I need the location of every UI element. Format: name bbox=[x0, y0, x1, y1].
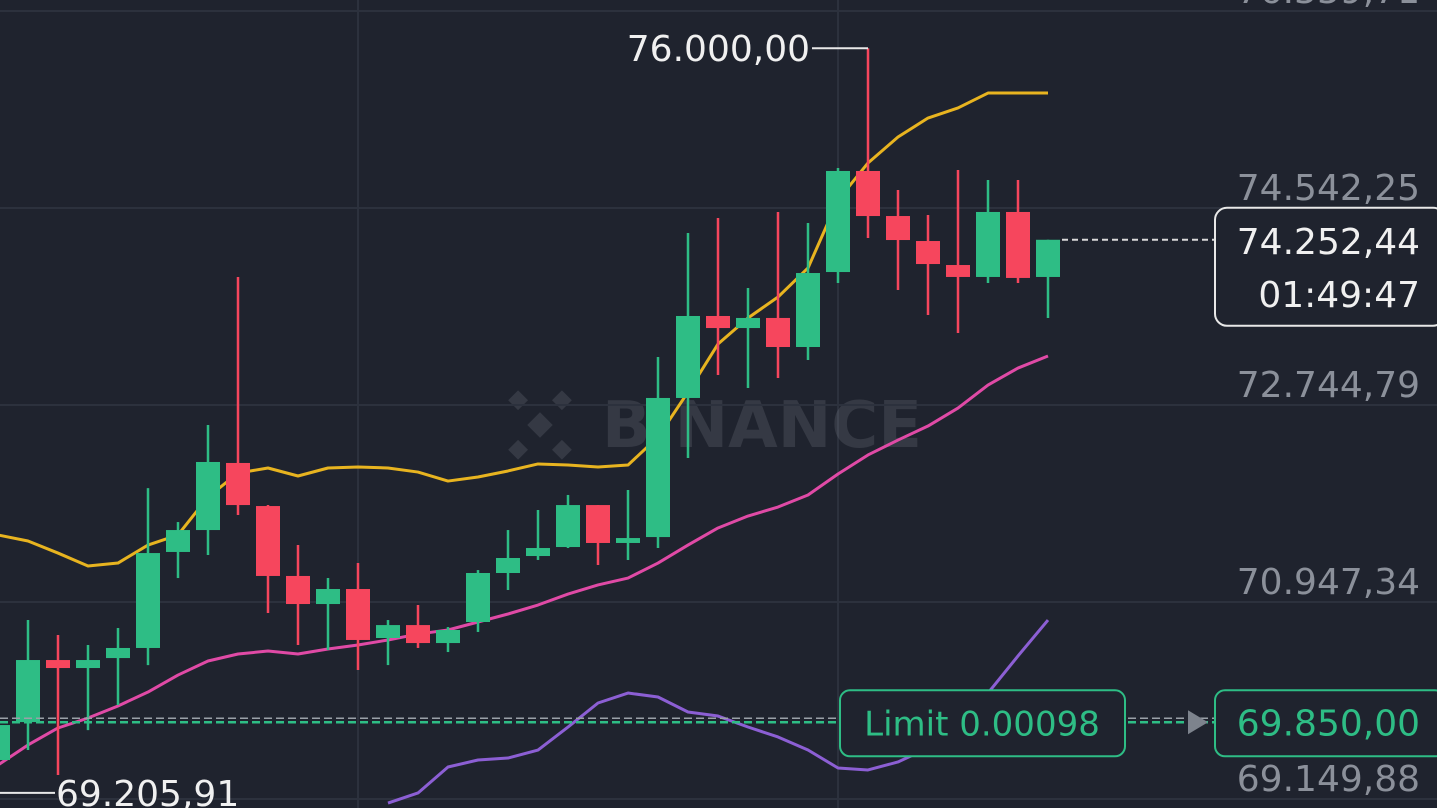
candle-body bbox=[946, 265, 970, 277]
candle-body bbox=[196, 461, 220, 531]
indicator-line bbox=[0, 354, 1049, 766]
candle-body bbox=[346, 589, 370, 640]
candle-body bbox=[76, 660, 100, 669]
candle-body bbox=[556, 505, 580, 548]
candle-body bbox=[286, 575, 310, 605]
candle-body bbox=[736, 317, 760, 329]
candle-body bbox=[496, 557, 520, 574]
order-text[interactable]: Limit 0.00098 bbox=[864, 704, 1100, 744]
y-tick-label: 74.542,25 bbox=[1237, 168, 1420, 209]
y-tick-label: 76.339,71 bbox=[1237, 0, 1420, 12]
candle-body bbox=[766, 317, 790, 348]
candle-body bbox=[466, 573, 490, 623]
candle-body bbox=[46, 660, 70, 669]
candle-body bbox=[976, 211, 1000, 277]
current-price-box bbox=[1214, 206, 1437, 327]
candle-body bbox=[646, 397, 670, 538]
candle-body bbox=[916, 241, 940, 265]
candle-body bbox=[106, 647, 130, 659]
candle-body bbox=[706, 315, 730, 329]
countdown: 01:49:47 bbox=[1258, 275, 1420, 316]
candle-body bbox=[616, 538, 640, 543]
candle-body bbox=[136, 553, 160, 648]
candle-body bbox=[316, 589, 340, 605]
candle-body bbox=[1006, 211, 1030, 278]
candle-body bbox=[676, 315, 700, 398]
candle-body bbox=[376, 625, 400, 639]
candle-body bbox=[406, 625, 430, 644]
order-price-label: 69.850,00 bbox=[1237, 703, 1420, 744]
y-tick-label: 69.149,88 bbox=[1237, 759, 1420, 800]
candles bbox=[0, 48, 1060, 776]
candle-body bbox=[226, 462, 250, 506]
candle-body bbox=[586, 505, 610, 543]
candle-body bbox=[166, 530, 190, 552]
overlay: 76.000,00 69.205,91 74.252,44 01:49:47 Limit… bbox=[0, 29, 1437, 808]
candle-body bbox=[0, 725, 10, 760]
order-arrow bbox=[1188, 710, 1208, 735]
candle-body bbox=[526, 548, 550, 557]
candle-body bbox=[886, 216, 910, 241]
y-tick-label: 70.947,34 bbox=[1237, 562, 1420, 603]
candle-body bbox=[256, 506, 280, 576]
candle-body bbox=[1036, 239, 1060, 277]
candle-body bbox=[436, 630, 460, 644]
candle-body bbox=[796, 273, 820, 348]
candle-body bbox=[16, 660, 40, 723]
high-label: 76.000,00 bbox=[627, 29, 810, 70]
current-price-label: 74.252,44 bbox=[1237, 222, 1420, 263]
order-price-box bbox=[1214, 689, 1437, 758]
low-label: 69.205,91 bbox=[56, 774, 239, 808]
y-tick-label: 72.744,79 bbox=[1237, 365, 1420, 406]
candle-body bbox=[856, 170, 880, 217]
candle-body bbox=[826, 170, 850, 273]
order-box[interactable] bbox=[839, 689, 1126, 758]
